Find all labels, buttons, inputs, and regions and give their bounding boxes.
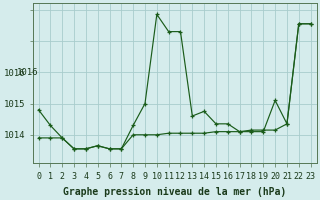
X-axis label: Graphe pression niveau de la mer (hPa): Graphe pression niveau de la mer (hPa)	[63, 186, 286, 197]
Text: 1016: 1016	[17, 68, 38, 77]
